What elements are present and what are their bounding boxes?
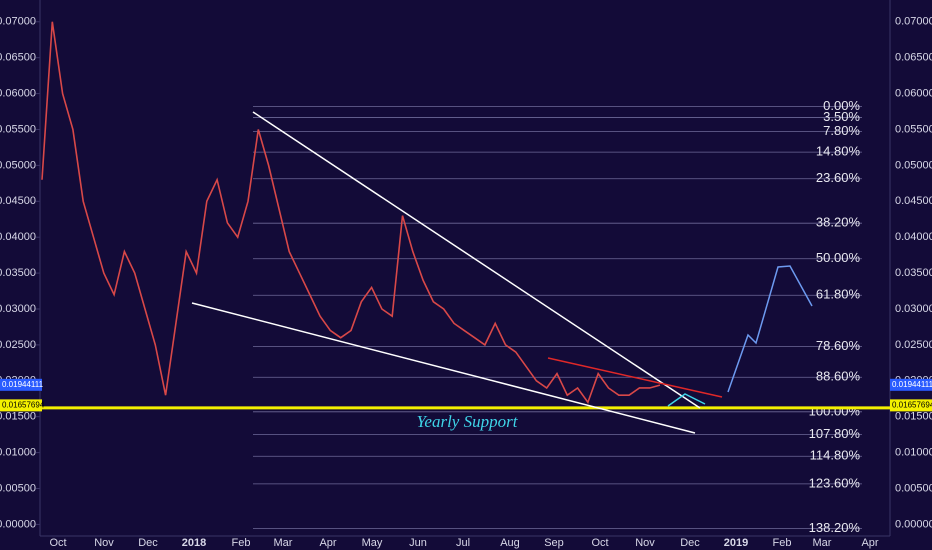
x-tick-label: 2019 <box>724 537 748 549</box>
price-tag <box>0 378 42 391</box>
y-tick-label: 0.07000 <box>0 16 36 28</box>
x-tick-label: Oct <box>49 537 66 549</box>
y-tick-label: 0.05500 <box>0 123 36 135</box>
fib-label: 23.60% <box>816 170 861 185</box>
y-tick-label-right: 0.01500 <box>895 411 932 423</box>
fib-label: 107.80% <box>809 426 861 441</box>
y-tick-label-right: 0.01000 <box>895 447 932 459</box>
y-tick-label: 0.01500 <box>0 411 36 423</box>
fib-label: 78.60% <box>816 338 861 353</box>
y-tick-label: 0.02500 <box>0 339 36 351</box>
x-tick-label: Mar <box>274 537 293 549</box>
trendline-red <box>547 357 723 398</box>
x-tick-label: Dec <box>680 537 700 549</box>
arrow-projection <box>727 265 813 393</box>
fib-label: 138.20% <box>809 520 861 535</box>
x-tick-label: Nov <box>635 537 655 549</box>
y-tick-label: 0.03500 <box>0 267 36 279</box>
y-tick-label-right: 0.04000 <box>895 231 932 243</box>
y-tick-label-right: 0.02500 <box>895 339 932 351</box>
fib-label: 50.00% <box>816 250 861 265</box>
price-line <box>41 21 661 405</box>
price-tag-label: 0.01944111 <box>2 380 44 389</box>
y-tick-label-right: 0.03000 <box>895 303 932 315</box>
y-tick-label-right: 0.05000 <box>895 159 932 171</box>
x-tick-label: Oct <box>591 537 608 549</box>
y-tick-label: 0.00500 <box>0 482 36 494</box>
x-tick-label: Aug <box>500 537 520 549</box>
y-tick-label: 0.04000 <box>0 231 36 243</box>
x-tick-label: Mar <box>813 537 832 549</box>
y-tick-label-right: 0.05500 <box>895 123 932 135</box>
price-tag <box>890 378 932 391</box>
x-tick-label: Dec <box>138 537 158 549</box>
trendline-upper <box>252 111 701 409</box>
y-tick-label: 0.06500 <box>0 52 36 64</box>
plot: Yearly Support <box>40 21 890 431</box>
y-tick-label: 0.04500 <box>0 195 36 207</box>
y-tick-label-right: 0.06000 <box>895 87 932 99</box>
fib-label: 88.60% <box>816 369 861 384</box>
fib-label: 0.00% <box>823 98 860 113</box>
x-tick-label: May <box>362 537 383 549</box>
price-tag <box>0 399 42 412</box>
y-tick-label: 0.06000 <box>0 87 36 99</box>
fib-label: 3.50% <box>823 109 860 124</box>
price-tag <box>890 399 932 412</box>
y-tick-label-right: 0.03500 <box>895 267 932 279</box>
x-tick-label: Jun <box>409 537 427 549</box>
fib-label: 38.20% <box>816 215 861 230</box>
y-tick-label: 0.05000 <box>0 159 36 171</box>
x-tick-label: 2018 <box>182 537 206 549</box>
x-tick-label: Feb <box>232 537 251 549</box>
fib-label: 7.80% <box>823 123 860 138</box>
fib-label: 14.80% <box>816 144 861 159</box>
axes: 0.00000 0.00000 0.00500 0.00500 0.01000 0.010… <box>0 16 932 549</box>
trendline-lower <box>191 302 696 434</box>
y-tick-label: 0.03000 <box>0 303 36 315</box>
y-tick-label-right: 0.00000 <box>895 518 932 530</box>
price-tag-label: 0.01657694 <box>2 400 45 409</box>
x-tick-label: Jul <box>456 537 470 549</box>
arrow-cyan <box>667 393 706 407</box>
fib-label: 100.00% <box>809 403 861 418</box>
x-tick-label: Nov <box>94 537 114 549</box>
fib-label: 123.60% <box>809 475 861 490</box>
y-tick-label-right: 0.00500 <box>895 482 932 494</box>
x-tick-label: Feb <box>773 537 792 549</box>
y-tick-label: 0.00000 <box>0 518 36 530</box>
price-tag-label: 0.01944111 <box>892 380 932 389</box>
x-tick-label: Apr <box>861 537 878 549</box>
x-tick-label: Sep <box>544 537 564 549</box>
x-tick-label: Apr <box>319 537 336 549</box>
y-tick-label: 0.01000 <box>0 447 36 459</box>
y-tick-label-right: 0.04500 <box>895 195 932 207</box>
y-tick-label-right: 0.07000 <box>895 16 932 28</box>
fib-label: 61.80% <box>816 287 861 302</box>
fib-label: 114.80% <box>810 448 861 463</box>
y-tick-label-right: 0.06500 <box>895 52 932 64</box>
support-label: Yearly Support <box>417 412 519 431</box>
price-tag-label: 0.01657694 <box>892 400 932 409</box>
